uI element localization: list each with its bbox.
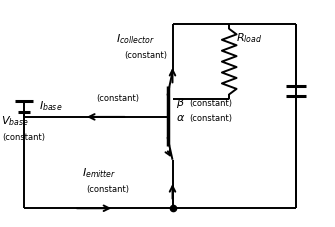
- Text: (constant): (constant): [2, 133, 45, 142]
- Text: $V_{base}$: $V_{base}$: [1, 114, 28, 128]
- Text: $R_{load}$: $R_{load}$: [236, 31, 262, 45]
- Text: $\beta$: $\beta$: [176, 96, 185, 110]
- Text: (constant): (constant): [86, 185, 129, 194]
- Text: $I_{base}$: $I_{base}$: [39, 99, 63, 113]
- Text: (constant): (constant): [189, 99, 232, 108]
- Text: $I_{collector}$: $I_{collector}$: [116, 32, 155, 46]
- Text: $I_{emitter}$: $I_{emitter}$: [82, 166, 117, 180]
- Text: (constant): (constant): [124, 52, 167, 60]
- Text: (constant): (constant): [189, 114, 232, 123]
- Text: (constant): (constant): [96, 94, 139, 103]
- Text: $\alpha$: $\alpha$: [176, 113, 185, 123]
